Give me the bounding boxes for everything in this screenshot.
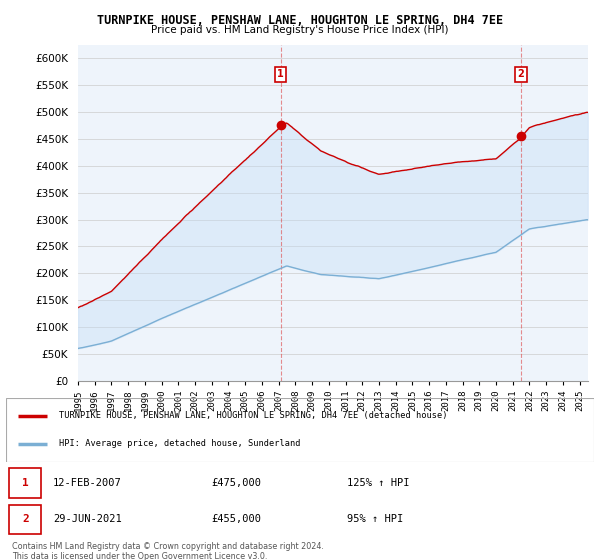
- Text: 1: 1: [277, 69, 284, 80]
- Text: 2: 2: [22, 515, 29, 524]
- Bar: [9, 505, 41, 534]
- Text: 95% ↑ HPI: 95% ↑ HPI: [347, 515, 403, 524]
- Text: TURNPIKE HOUSE, PENSHAW LANE, HOUGHTON LE SPRING, DH4 7EE: TURNPIKE HOUSE, PENSHAW LANE, HOUGHTON L…: [97, 14, 503, 27]
- Bar: [9, 468, 41, 498]
- Text: Price paid vs. HM Land Registry's House Price Index (HPI): Price paid vs. HM Land Registry's House …: [151, 25, 449, 35]
- Text: HPI: Average price, detached house, Sunderland: HPI: Average price, detached house, Sund…: [59, 440, 301, 449]
- Text: £475,000: £475,000: [212, 478, 262, 488]
- Text: 29-JUN-2021: 29-JUN-2021: [53, 515, 122, 524]
- Text: 1: 1: [22, 478, 29, 488]
- Text: Contains HM Land Registry data © Crown copyright and database right 2024.
This d: Contains HM Land Registry data © Crown c…: [12, 542, 324, 560]
- Text: 125% ↑ HPI: 125% ↑ HPI: [347, 478, 410, 488]
- Text: £455,000: £455,000: [212, 515, 262, 524]
- Text: 12-FEB-2007: 12-FEB-2007: [53, 478, 122, 488]
- Text: TURNPIKE HOUSE, PENSHAW LANE, HOUGHTON LE SPRING, DH4 7EE (detached house): TURNPIKE HOUSE, PENSHAW LANE, HOUGHTON L…: [59, 411, 448, 420]
- Text: 2: 2: [518, 69, 524, 80]
